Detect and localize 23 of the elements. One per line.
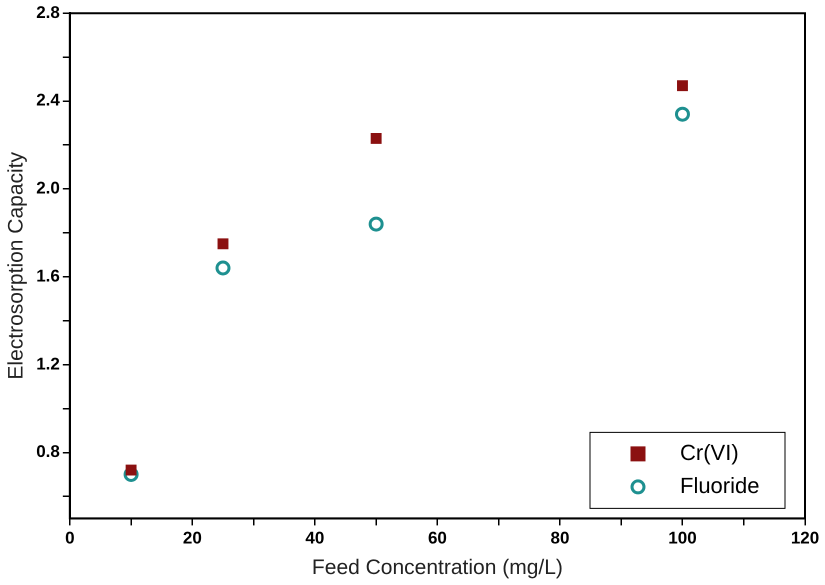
point [370, 132, 382, 144]
x-tick-label: 40 [305, 528, 324, 548]
x-tick-label: 20 [182, 528, 202, 548]
legend-label: Fluoride [680, 472, 760, 498]
x-axis-title: Feed Concentration (mg/L) [312, 556, 563, 580]
x-tick-label: 80 [550, 528, 570, 548]
point [677, 80, 688, 92]
point [368, 216, 384, 232]
x-tick-label: 120 [790, 528, 820, 548]
point [218, 238, 228, 250]
x-tick-label: 100 [668, 528, 697, 548]
x-tick-label: 0 [65, 528, 75, 548]
y-tick-label: 2.8 [36, 2, 60, 22]
point [674, 106, 690, 122]
y-axis-title: Electrosorption Capacity [4, 152, 28, 380]
point [215, 260, 230, 276]
legend-label: Cr(VI) [680, 440, 739, 465]
y-tick-label: 2.0 [36, 178, 60, 198]
y-tick-label: 2.4 [36, 90, 60, 110]
y-tick-label: 1.2 [36, 354, 60, 374]
y-tick-label: 1.6 [36, 266, 60, 286]
x-tick-label: 60 [428, 528, 447, 548]
y-tick-label: 0.8 [36, 442, 60, 462]
